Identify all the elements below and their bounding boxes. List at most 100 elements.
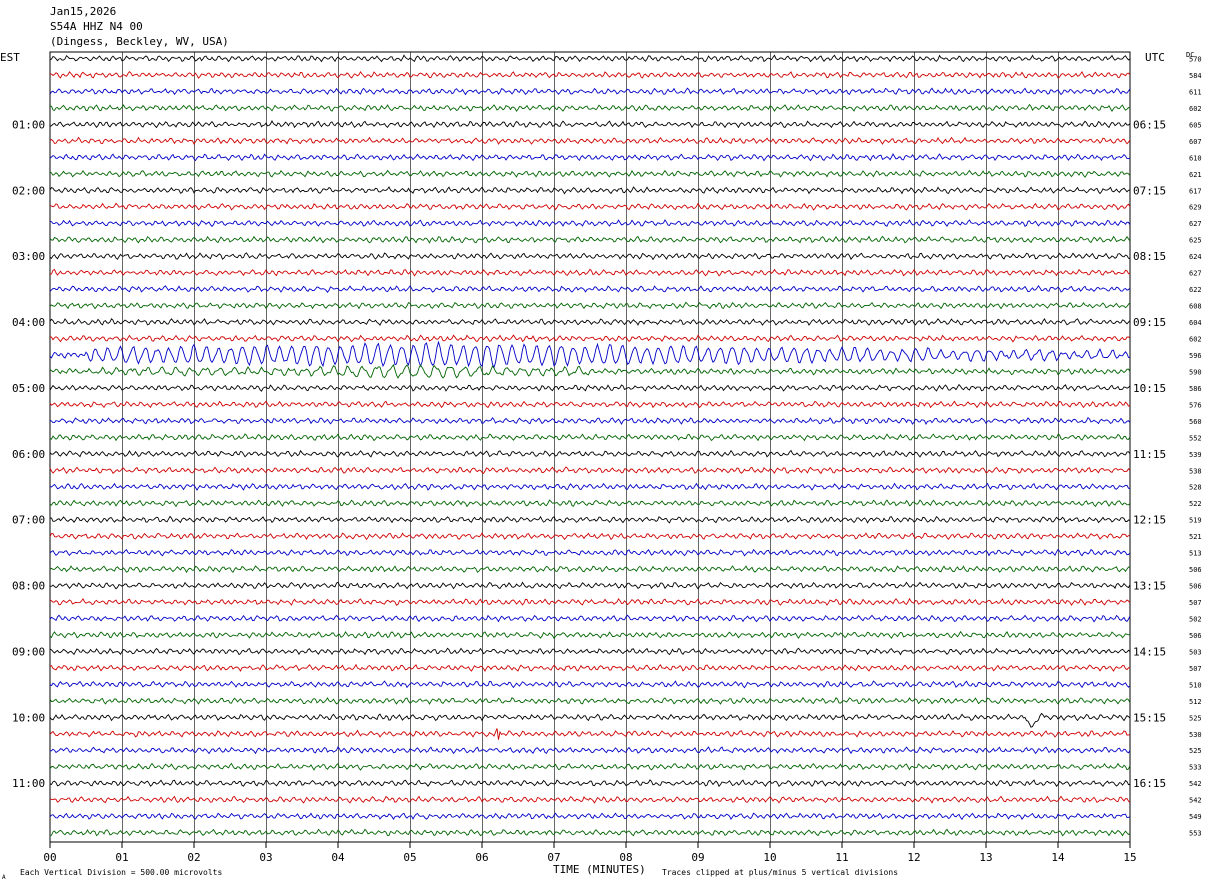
x-tick-label: 03 (259, 851, 272, 864)
dc-offset-label: 622 (1189, 286, 1202, 294)
dc-offset-label: 586 (1189, 385, 1202, 393)
left-hour-labels: 01:00 02:00 03:00 04:00 05:00 06:00 07:00 08:00… (12, 118, 45, 790)
right-hour-label: 13:15 (1133, 580, 1166, 593)
dc-offset-label: 604 (1189, 319, 1202, 327)
dc-offset-label: 624 (1189, 253, 1202, 261)
x-tick-label: 04 (331, 851, 345, 864)
trace-line (49, 614, 1131, 623)
left-hour-label: 05:00 (12, 382, 45, 395)
dc-offset-label: 513 (1189, 550, 1202, 558)
dc-offset-labels: 570 584 611 602 605 607 610 621 617 629 627 625 624 6… (1189, 56, 1202, 838)
corner-mark: A (2, 874, 6, 881)
plot-frame (49, 51, 1131, 843)
dc-offset-label: 552 (1189, 434, 1202, 442)
trace-line (49, 532, 1131, 541)
dc-offset-label: 629 (1189, 204, 1202, 212)
dc-offset-label: 510 (1189, 681, 1202, 689)
trace-line (49, 169, 1131, 178)
trace-line (49, 268, 1131, 277)
trace-line (49, 416, 1131, 425)
trace-line (49, 301, 1131, 310)
right-hour-label: 09:15 (1133, 316, 1166, 329)
left-hour-label: 11:00 (12, 777, 45, 790)
dc-offset-label: 507 (1189, 599, 1202, 607)
x-tick-label: 00 (43, 851, 56, 864)
dc-offset-label: 621 (1189, 171, 1202, 179)
trace-line (49, 515, 1131, 524)
trace-line (49, 318, 1131, 326)
dc-offset-label: 503 (1189, 648, 1202, 656)
footer-left-note: Each Vertical Division = 500.00 microvol… (20, 868, 222, 877)
dc-offset-label: 539 (1189, 451, 1202, 459)
dc-offset-label: 596 (1189, 352, 1202, 360)
dc-offset-label: 610 (1189, 154, 1202, 162)
dc-offset-label: 560 (1189, 418, 1202, 426)
date-label: Jan15,2026 (50, 5, 116, 18)
x-tick-label: 12 (907, 851, 920, 864)
right-hour-label: 07:15 (1133, 184, 1166, 197)
trace-line (49, 482, 1131, 491)
right-hour-label: 06:15 (1133, 118, 1166, 131)
trace-line (49, 449, 1131, 458)
dc-offset-label: 617 (1189, 187, 1202, 195)
dc-offset-label: 502 (1189, 615, 1202, 623)
trace-line (49, 400, 1130, 409)
trace-line (49, 136, 1131, 145)
trace-line (49, 812, 1131, 821)
left-hour-label: 08:00 (12, 580, 45, 593)
x-tick-label: 15 (1123, 851, 1136, 864)
trace-line (49, 466, 1131, 475)
x-tick-label: 05 (403, 851, 416, 864)
dc-offset-label: 542 (1189, 797, 1202, 805)
left-hour-label: 01:00 (12, 118, 45, 131)
dc-offset-label: 627 (1189, 220, 1202, 228)
dc-offset-label: 533 (1189, 764, 1202, 772)
trace-line (49, 340, 1131, 369)
trace-line (49, 795, 1131, 804)
right-hour-label: 14:15 (1133, 645, 1166, 658)
left-timezone-label: EST (0, 51, 20, 64)
dc-offset-label: 584 (1189, 72, 1202, 80)
trace-line (49, 120, 1131, 129)
trace-line (49, 70, 1131, 79)
x-tick-label: 08 (619, 851, 632, 864)
trace-line (49, 219, 1131, 228)
trace-line (49, 252, 1131, 261)
trace-line (49, 383, 1131, 392)
left-hour-label: 10:00 (12, 711, 45, 724)
dc-offset-label: 512 (1189, 698, 1202, 706)
dc-offset-label: 602 (1189, 335, 1202, 343)
right-hour-label: 10:15 (1133, 382, 1166, 395)
trace-line (49, 597, 1131, 606)
trace-line (49, 828, 1131, 837)
left-hour-label: 09:00 (12, 645, 45, 658)
x-tick-label: 11 (835, 851, 848, 864)
dc-offset-label: 507 (1189, 665, 1202, 673)
dc-offset-label: 506 (1189, 566, 1202, 574)
trace-line (49, 581, 1131, 590)
dc-offset-label: 530 (1189, 731, 1202, 739)
trace-line (49, 762, 1131, 771)
trace-line (49, 363, 1131, 379)
dc-offset-label: 576 (1189, 401, 1202, 409)
dc-offset-label: 506 (1189, 632, 1202, 640)
dc-offset-label: 549 (1189, 813, 1202, 821)
x-tick-label: 02 (187, 851, 200, 864)
dc-offset-label: 506 (1189, 583, 1202, 591)
dc-offset-label: 528 (1189, 484, 1202, 492)
trace-line (49, 630, 1131, 640)
trace-line (49, 565, 1131, 574)
trace-line (49, 499, 1131, 508)
dc-offset-label: 521 (1189, 533, 1202, 541)
trace-line (49, 728, 1131, 740)
x-axis-title: TIME (MINUTES) (553, 863, 646, 876)
dc-offset-label: 570 (1189, 56, 1202, 64)
x-tick-label: 10 (763, 851, 776, 864)
station-label: S54A HHZ N4 00 (50, 20, 143, 33)
dc-offset-label: 538 (1189, 467, 1202, 475)
trace-line (49, 54, 1131, 63)
dc-offset-label: 522 (1189, 500, 1202, 508)
trace-line (49, 712, 1131, 728)
vertical-gridlines (49, 51, 1131, 843)
left-hour-label: 07:00 (12, 514, 45, 527)
